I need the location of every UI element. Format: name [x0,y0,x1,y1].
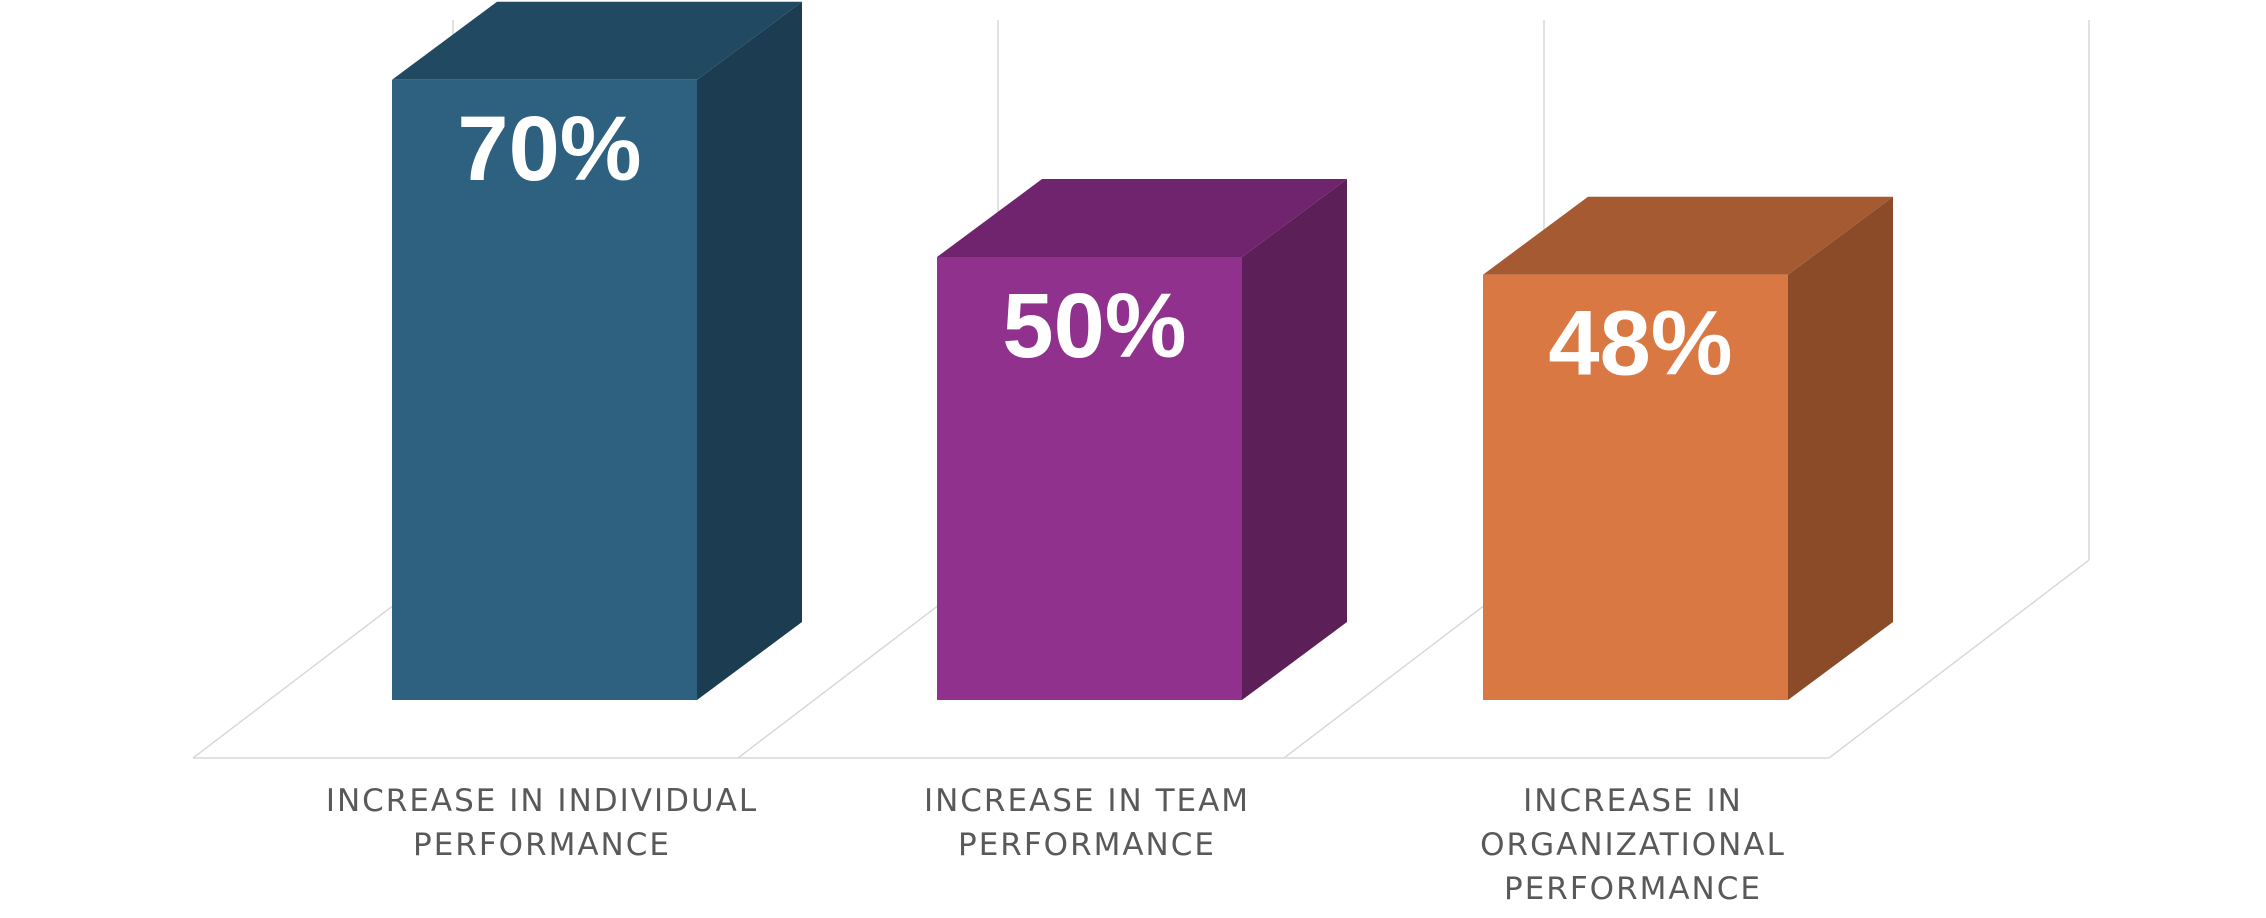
x-category-label: INCREASE IN INDIVIDUAL PERFORMANCE [325,783,759,863]
bar-top [937,179,1347,257]
bar [937,257,1242,700]
bar-value-label: 50% [1002,275,1186,377]
x-category-label: INCREASE IN ORGANIZATIONAL PERFORMANCE [1480,783,1786,907]
bar-side [697,1,802,701]
bar-group: 70% [392,1,802,701]
bar-side [1788,196,1893,700]
bar [1483,274,1788,700]
x-category-label: INCREASE IN TEAM PERFORMANCE [923,783,1251,863]
bar-group: 48% [1483,196,1893,700]
bar-side [1242,179,1347,700]
bars-layer: 70% 50% 48% [392,1,1893,701]
bar-top [392,1,802,80]
bar [392,79,697,701]
bar-value-label: 48% [1548,293,1732,395]
bar-top [1483,196,1893,275]
bar-group: 50% [937,179,1347,700]
floor-depth-line [1828,559,2090,759]
bar-value-label: 70% [457,98,641,200]
